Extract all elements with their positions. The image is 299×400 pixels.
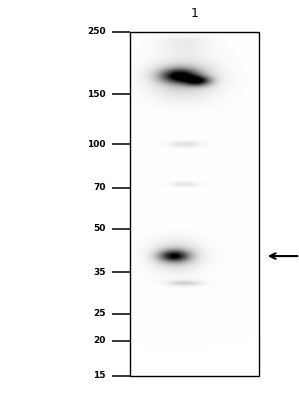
Text: 15: 15: [94, 372, 106, 380]
Text: 35: 35: [94, 268, 106, 277]
Text: 25: 25: [94, 309, 106, 318]
Text: 250: 250: [87, 28, 106, 36]
Text: 50: 50: [94, 224, 106, 233]
Text: 150: 150: [87, 90, 106, 99]
Bar: [129, 32, 259, 376]
Bar: [129, 32, 259, 376]
Text: 1: 1: [190, 7, 198, 20]
Text: 100: 100: [88, 140, 106, 148]
Text: 70: 70: [94, 183, 106, 192]
Text: 20: 20: [94, 336, 106, 345]
